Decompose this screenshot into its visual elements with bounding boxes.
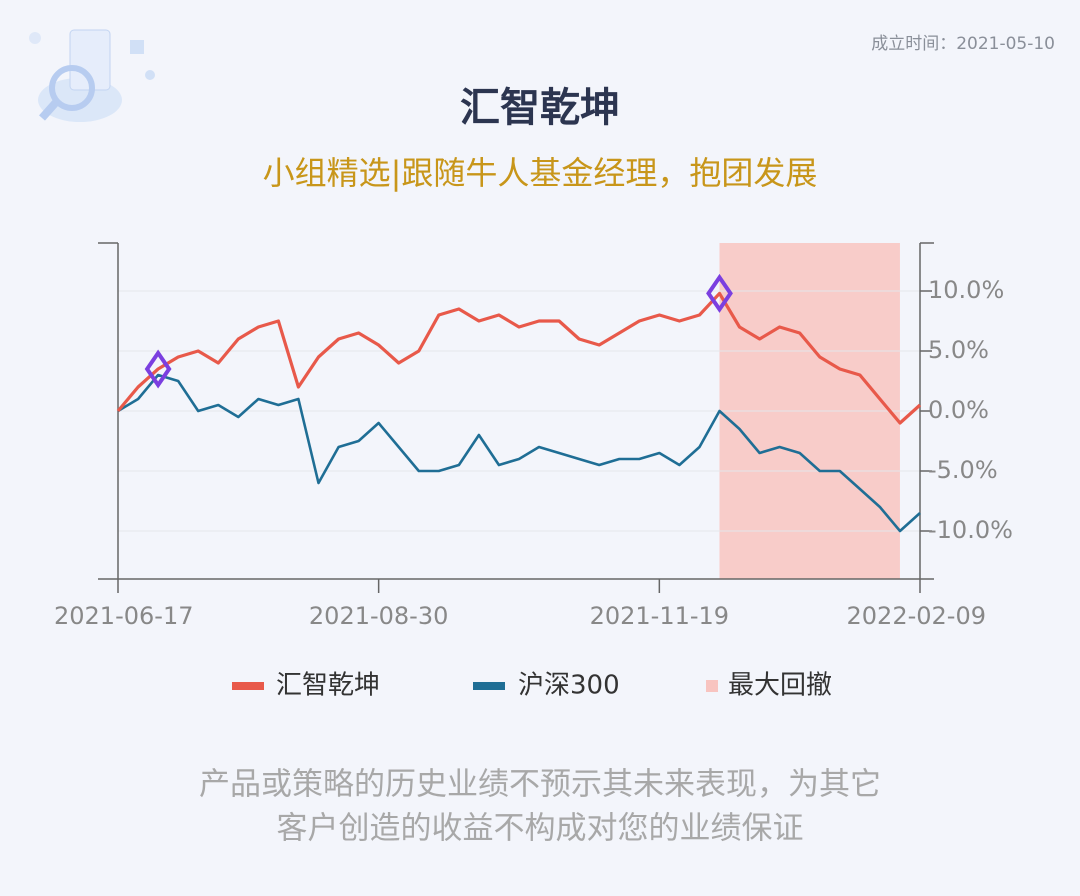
x-tick-label: 2021-08-30 xyxy=(309,602,448,630)
disclaimer: 产品或策略的历史业绩不预示其未来表现，为其它 xyxy=(199,767,881,803)
legend-label: 最大回撤 xyxy=(728,671,832,701)
chart-subtitle: 小组精选|跟随牛人基金经理，抱团发展 xyxy=(263,154,818,192)
x-tick-label: 2021-11-19 xyxy=(590,602,729,630)
y-tick-label: 0.0% xyxy=(928,396,989,424)
peak-marker xyxy=(706,273,733,313)
established-date: 成立时间：2021-05-10 xyxy=(871,34,1055,54)
y-tick-label: 5.0% xyxy=(928,336,989,364)
legend-swatch xyxy=(473,682,505,690)
y-tick-label: -10.0% xyxy=(928,516,1013,544)
y-tick-label: -5.0% xyxy=(928,456,998,484)
chart-title: 汇智乾坤 xyxy=(460,85,620,131)
disclaimer: 客户创造的收益不构成对您的业绩保证 xyxy=(277,811,804,847)
x-tick-label: 2022-02-09 xyxy=(847,602,986,630)
legend-label: 汇智乾坤 xyxy=(276,671,380,701)
legend-swatch xyxy=(232,682,264,690)
legend-label: 沪深300 xyxy=(518,671,620,701)
series-line xyxy=(117,373,921,533)
series-line xyxy=(116,291,922,425)
plot: 10.0% 5.0% 0.0% -5.0% -10.0% 2021-06-17 2021-0… xyxy=(54,242,1013,701)
legend-swatch xyxy=(706,680,718,692)
y-tick-label: 10.0% xyxy=(928,276,1004,304)
peak-marker xyxy=(144,349,172,389)
x-tick-label: 2021-06-17 xyxy=(54,602,193,630)
logo-icon xyxy=(29,29,155,122)
